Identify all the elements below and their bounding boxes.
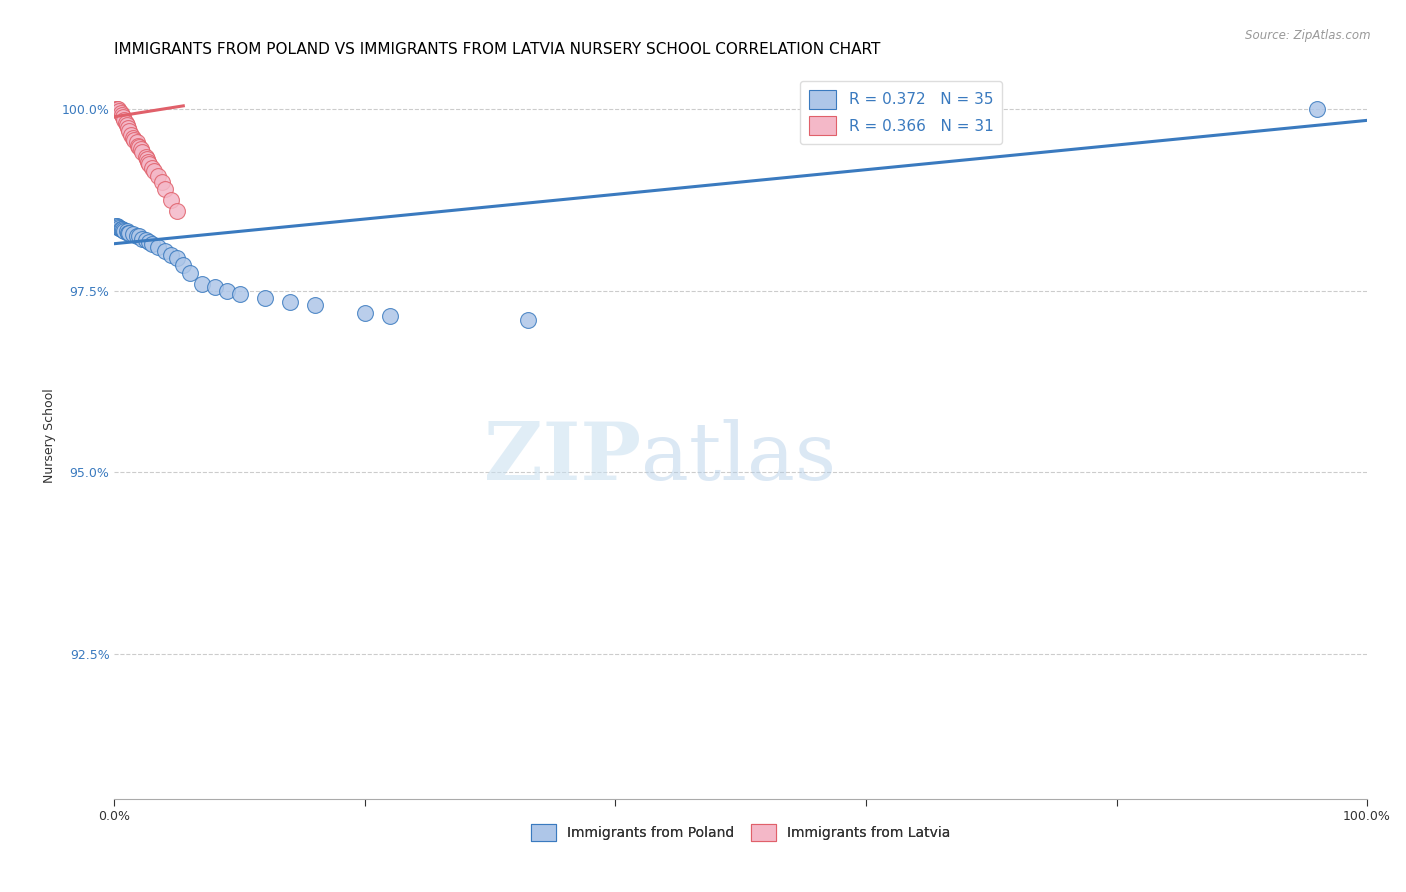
Point — [104, 103, 127, 117]
Point — [129, 142, 152, 156]
Point — [117, 120, 139, 135]
Point — [122, 131, 145, 145]
Point — [114, 113, 136, 128]
Point — [111, 222, 134, 236]
Point — [128, 229, 150, 244]
Point — [122, 227, 145, 242]
Point — [153, 244, 176, 258]
Point — [112, 223, 135, 237]
Point — [108, 103, 131, 118]
Point — [141, 236, 163, 251]
Point — [105, 219, 128, 233]
Point — [148, 169, 170, 184]
Point — [108, 221, 131, 235]
Point — [114, 115, 136, 129]
Point — [138, 235, 160, 249]
Point — [110, 222, 132, 236]
Point — [159, 247, 181, 261]
Text: ZIP: ZIP — [484, 418, 641, 497]
Point — [166, 204, 188, 219]
Point — [112, 110, 135, 124]
Point — [118, 124, 141, 138]
Point — [135, 150, 157, 164]
Point — [110, 106, 132, 120]
Text: atlas: atlas — [641, 418, 835, 497]
Point — [107, 219, 129, 234]
Point — [111, 107, 134, 121]
Point — [153, 182, 176, 196]
Y-axis label: Nursery School: Nursery School — [44, 389, 56, 483]
Point — [354, 305, 377, 319]
Point — [127, 138, 149, 153]
Point — [135, 233, 157, 247]
Point — [1306, 103, 1329, 117]
Point — [136, 152, 159, 166]
Point — [115, 119, 138, 133]
Point — [228, 287, 250, 301]
Point — [125, 229, 148, 244]
Point — [253, 291, 276, 305]
Point — [217, 284, 239, 298]
Point — [143, 164, 166, 178]
Point — [516, 313, 538, 327]
Point — [105, 103, 128, 117]
Point — [138, 157, 160, 171]
Point — [150, 175, 173, 189]
Text: Source: ZipAtlas.com: Source: ZipAtlas.com — [1246, 29, 1371, 42]
Point — [115, 224, 138, 238]
Legend: Immigrants from Poland, Immigrants from Latvia: Immigrants from Poland, Immigrants from … — [526, 818, 956, 847]
Point — [304, 298, 326, 312]
Point — [148, 240, 170, 254]
Point — [204, 280, 226, 294]
Point — [118, 226, 141, 240]
Point — [278, 294, 301, 309]
Point — [141, 161, 163, 175]
Point — [378, 310, 401, 324]
Point — [128, 140, 150, 154]
Point — [131, 145, 153, 159]
Point — [125, 135, 148, 149]
Point — [136, 154, 159, 169]
Point — [117, 226, 139, 240]
Point — [107, 103, 129, 117]
Point — [172, 259, 194, 273]
Point — [166, 251, 188, 265]
Point — [120, 128, 142, 142]
Point — [104, 219, 127, 233]
Point — [191, 277, 214, 291]
Point — [131, 232, 153, 246]
Point — [159, 193, 181, 207]
Point — [124, 133, 146, 147]
Text: IMMIGRANTS FROM POLAND VS IMMIGRANTS FROM LATVIA NURSERY SCHOOL CORRELATION CHAR: IMMIGRANTS FROM POLAND VS IMMIGRANTS FRO… — [114, 42, 880, 57]
Point — [179, 266, 201, 280]
Point — [114, 224, 136, 238]
